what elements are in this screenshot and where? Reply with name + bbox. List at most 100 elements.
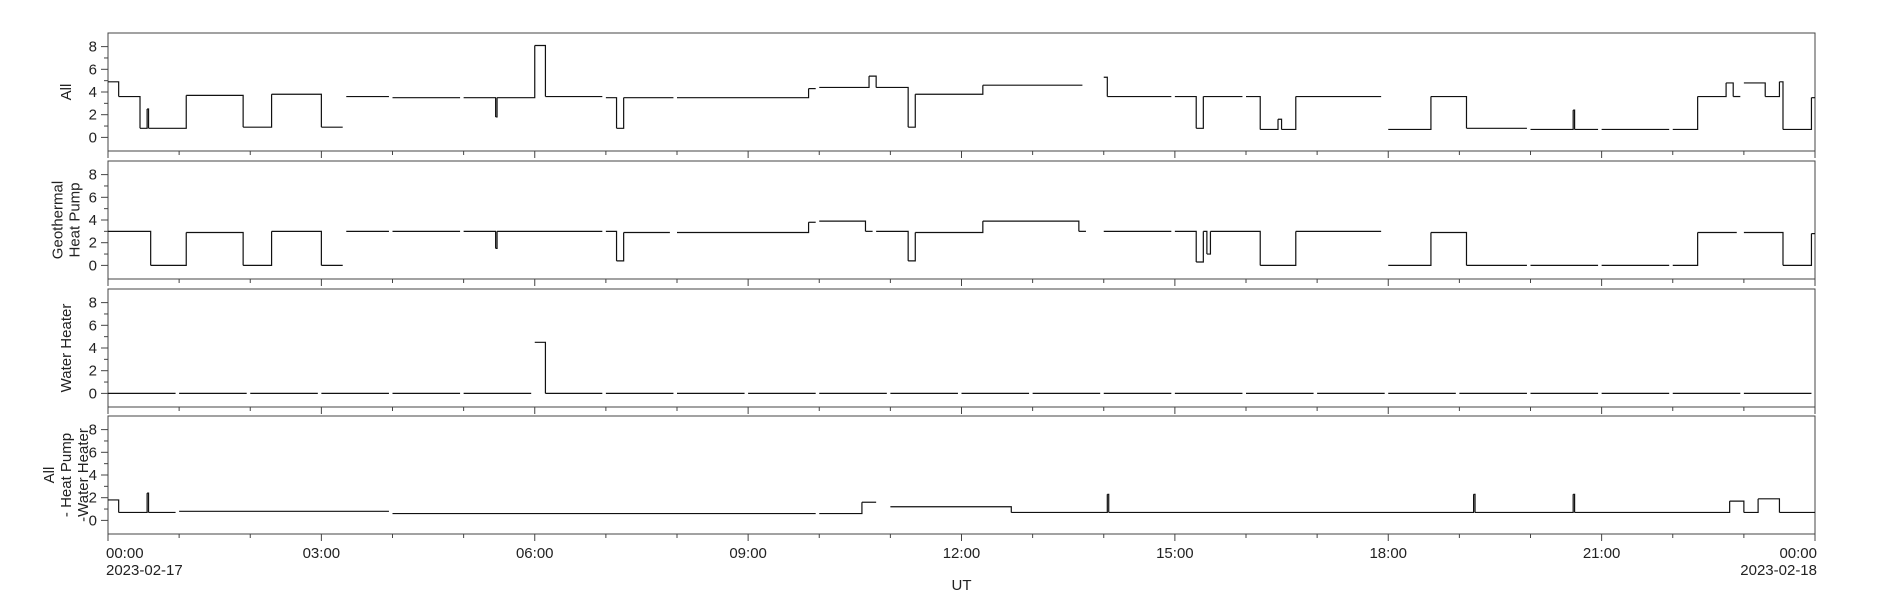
y-tick-label: 2	[89, 235, 97, 252]
trace-step	[982, 220, 1080, 232]
trace-step	[463, 97, 497, 117]
y-axis-label: All	[58, 84, 75, 101]
trace-step	[108, 81, 120, 97]
plot-frame	[107, 32, 1816, 152]
trace-step	[1729, 500, 1745, 513]
trace-step	[497, 45, 536, 99]
trace-step	[495, 231, 498, 249]
y-tick-label: 0	[89, 129, 97, 146]
y-tick-label: 4	[89, 340, 97, 357]
trace-step	[140, 109, 148, 129]
trace-step	[1573, 493, 1576, 513]
trace-step	[1758, 498, 1781, 513]
x-tick-label: 21:00	[1583, 545, 1621, 562]
trace-step	[148, 95, 187, 129]
y-tick-label: 8	[89, 295, 97, 312]
y-axis-label: Water Heater	[58, 304, 75, 393]
y-axis-label-line: Water Heater	[58, 304, 75, 393]
trace-step	[118, 95, 141, 129]
x-tick-label: 18:00	[1369, 545, 1407, 562]
trace-step	[495, 97, 498, 118]
trace-step	[1203, 230, 1208, 255]
trace-step	[876, 230, 909, 261]
trace-step	[1260, 119, 1279, 131]
trace-step	[534, 44, 547, 97]
trace-step	[1574, 501, 1731, 514]
trace-step	[1278, 118, 1283, 130]
trace-step	[616, 97, 625, 129]
trace-step	[1210, 230, 1261, 266]
x-tick-label: 00:00	[1779, 545, 1817, 562]
plot-frame	[107, 160, 1816, 280]
y-tick-label: 6	[89, 317, 97, 334]
trace-step	[1011, 494, 1108, 514]
trace-step	[1672, 232, 1699, 266]
y-axis-label-line: -Water Heater	[75, 428, 92, 522]
trace-step	[819, 502, 863, 515]
x-tick-label: 00:00	[106, 545, 144, 562]
trace-step	[1672, 96, 1699, 131]
trace-step	[915, 85, 984, 95]
trace-step	[108, 499, 120, 513]
trace-step	[150, 232, 187, 266]
y-tick-label: 6	[89, 61, 97, 78]
trace-step	[890, 506, 1012, 513]
y-tick-label: 0	[89, 512, 97, 529]
trace-step	[1281, 96, 1297, 131]
trace-step	[1206, 231, 1212, 255]
x-date-label: 2023-02-18	[1740, 562, 1817, 579]
y-tick-label: 4	[89, 467, 97, 484]
trace-step	[108, 230, 152, 266]
trace-step	[1765, 81, 1781, 98]
y-tick-label: 6	[89, 444, 97, 461]
trace-step	[819, 220, 867, 232]
y-tick-label: 8	[89, 422, 97, 439]
x-tick-label: 03:00	[303, 545, 341, 562]
trace-step	[1108, 494, 1475, 514]
x-date-label: 2023-02-17	[106, 562, 183, 579]
y-axis-label: All- Heat Pump-Water Heater	[41, 428, 92, 522]
y-axis-label-line: All	[41, 467, 58, 484]
trace-step	[1430, 231, 1468, 266]
trace-step	[876, 86, 909, 128]
trace-step	[1473, 493, 1476, 513]
y-tick-label: 0	[89, 257, 97, 274]
x-tick-label: 12:00	[943, 545, 981, 562]
y-tick-label: 2	[89, 107, 97, 124]
trace-step	[1779, 81, 1784, 130]
y-axis-label-line: - Heat Pump	[58, 433, 75, 517]
trace-step	[1174, 230, 1197, 262]
trace-step	[908, 232, 916, 262]
trace-step	[271, 93, 322, 128]
trace-step	[147, 492, 150, 513]
trace-step	[463, 230, 497, 249]
y-tick-label: 6	[89, 189, 97, 206]
trace-step	[1743, 231, 1784, 266]
trace-step	[1573, 109, 1576, 130]
trace-step	[118, 493, 148, 514]
trace-step	[908, 94, 916, 128]
trace-step	[915, 221, 984, 234]
trace-step	[1174, 95, 1197, 129]
trace-step	[1743, 498, 1759, 514]
trace-step	[1388, 232, 1432, 266]
trace-step	[271, 230, 322, 266]
y-tick-label: 8	[89, 167, 97, 184]
x-tick-label: 09:00	[729, 545, 767, 562]
y-axis-label-line: All	[58, 84, 75, 101]
trace-step	[1475, 494, 1574, 514]
trace-step	[1196, 96, 1204, 129]
trace-step	[1103, 76, 1108, 97]
trace-step	[534, 341, 547, 394]
trace-step	[1260, 231, 1297, 266]
y-axis-label-line: Heat Pump	[67, 182, 84, 257]
y-tick-label: 0	[89, 385, 97, 402]
trace-step	[1726, 82, 1734, 97]
y-axis-label-line: Geothermal	[50, 181, 67, 259]
y-axis-label: GeothermalHeat Pump	[50, 181, 84, 259]
trace-step	[1782, 97, 1813, 131]
y-tick-label: 2	[89, 490, 97, 507]
trace-step	[1743, 82, 1766, 97]
